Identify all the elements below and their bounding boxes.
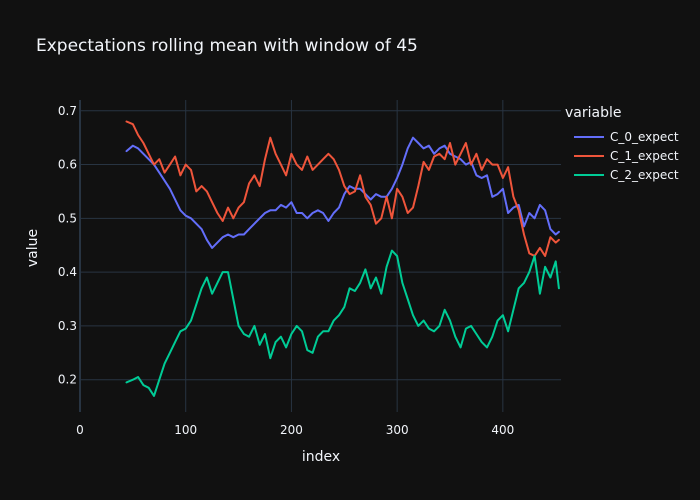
x-tick-label: 0 <box>76 423 84 437</box>
legend-items[interactable]: C_0_expect C_1_expect C_2_expect <box>574 130 679 182</box>
legend-item-c-2-expect[interactable]: C_2_expect <box>574 168 679 182</box>
y-tick-label: 0.2 <box>58 373 77 387</box>
y-tick-label: 0.5 <box>58 211 77 225</box>
legend[interactable]: variable C_0_expect C_1_expect C_2_expect <box>565 105 679 182</box>
legend-label: C_2_expect <box>610 168 679 182</box>
x-tick-label: 400 <box>491 423 514 437</box>
x-tick-label: 100 <box>174 423 197 437</box>
legend-item-c-0-expect[interactable]: C_0_expect <box>574 130 679 144</box>
x-tick-label: 300 <box>386 423 409 437</box>
legend-item-c-1-expect[interactable]: C_1_expect <box>574 149 679 163</box>
x-tick-label: 200 <box>280 423 303 437</box>
legend-label: C_0_expect <box>610 130 679 144</box>
y-tick-label: 0.4 <box>58 265 77 279</box>
legend-label: C_1_expect <box>610 149 679 163</box>
x-axis-title: index <box>302 449 340 465</box>
series-line-c-0-expect <box>125 136 560 249</box>
y-tick-label: 0.6 <box>58 158 77 172</box>
y-tick-label: 0.7 <box>58 104 77 118</box>
series-line-c-1-expect <box>125 120 560 257</box>
chart-title: Expectations rolling mean with window of… <box>36 36 418 56</box>
series-layer <box>125 120 560 397</box>
y-axis-title: value <box>25 229 41 267</box>
y-tick-label: 0.3 <box>58 319 77 333</box>
tick-layer: 0 100 200 300 400 0.2 0.3 0.4 0.5 0.6 0.7 <box>58 104 514 437</box>
series-line-c-2-expect <box>125 249 560 397</box>
legend-title: variable <box>565 105 621 121</box>
